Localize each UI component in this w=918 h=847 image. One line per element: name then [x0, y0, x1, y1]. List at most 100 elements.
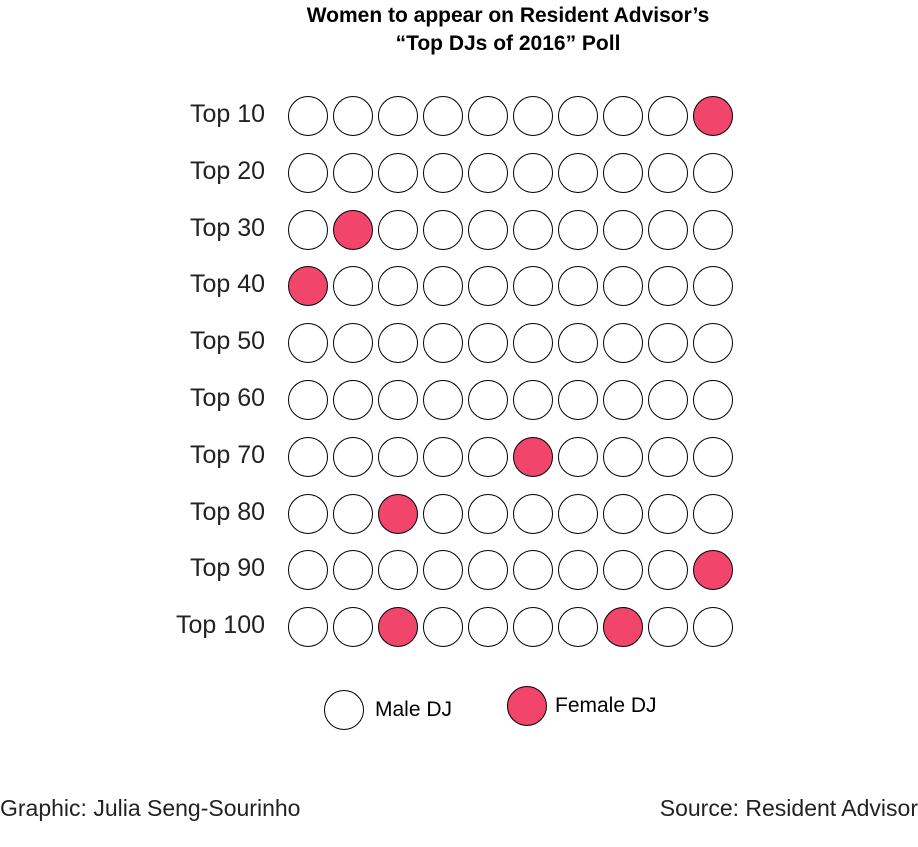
male-dj-dot — [603, 266, 643, 307]
male-dj-dot — [423, 96, 463, 136]
male-dj-dot — [288, 493, 328, 534]
row-label: Top 90 — [189, 554, 265, 583]
row-label: Top 70 — [189, 440, 265, 469]
male-dj-dot — [558, 550, 598, 591]
male-dj-dot — [288, 607, 328, 648]
row-label: Top 60 — [189, 384, 265, 412]
male-dj-dot — [378, 380, 418, 420]
male-dj-dot — [513, 209, 553, 250]
row-label: Top 50 — [189, 327, 265, 356]
male-dj-dot — [288, 380, 328, 420]
male-dj-dot — [693, 436, 733, 477]
row-label: Top 10 — [189, 100, 265, 128]
female-dj-dot — [693, 550, 733, 591]
male-dj-dot — [333, 323, 373, 364]
male-dj-dot — [468, 152, 508, 193]
male-dj-dot — [693, 323, 733, 364]
male-dj-dot — [558, 323, 598, 364]
female-dj-dot — [513, 436, 553, 477]
male-dj-dot — [558, 607, 598, 648]
male-dj-dot — [513, 550, 553, 591]
male-dj-dot — [693, 380, 733, 420]
male-dj-dot — [288, 209, 328, 250]
male-dj-dot — [468, 380, 508, 420]
male-dj-dot — [513, 607, 553, 648]
male-dj-dot — [558, 209, 598, 250]
male-dj-dot — [513, 266, 553, 307]
male-dj-dot — [378, 323, 418, 364]
male-dj-dot — [468, 550, 508, 591]
male-dj-dot — [648, 493, 688, 534]
chart-title: Women to appear on Resident Advisor’s “T… — [0, 2, 918, 58]
male-dj-dot — [603, 209, 643, 250]
male-dj-dot — [378, 436, 418, 477]
male-dj-dot — [693, 152, 733, 193]
male-dj-dot — [468, 436, 508, 477]
footer-credit: Graphic: Julia Seng-Sourinho — [0, 795, 301, 821]
male-dj-dot — [513, 380, 553, 420]
male-dj-dot — [288, 152, 328, 193]
male-dj-dot — [603, 380, 643, 420]
male-dj-dot — [648, 550, 688, 591]
chart-title-line-1: Women to appear on Resident Advisor’s — [306, 4, 710, 27]
male-dj-dot — [333, 152, 373, 193]
row-label: Top 100 — [176, 611, 265, 640]
male-dj-dot — [648, 607, 688, 648]
male-dj-dot — [558, 493, 598, 534]
male-dj-dot — [603, 493, 643, 534]
legend-male-label: Male DJ — [375, 698, 453, 721]
male-dj-dot — [333, 550, 373, 591]
male-dj-dot — [603, 436, 643, 477]
male-dj-dot — [693, 266, 733, 307]
male-dj-dot — [378, 550, 418, 591]
male-dj-dot — [648, 323, 688, 364]
male-dj-dot — [603, 323, 643, 364]
row-label: Top 20 — [189, 156, 265, 185]
male-dj-dot — [378, 152, 418, 193]
male-dj-dot — [423, 436, 463, 477]
row-label: Top 80 — [189, 497, 265, 526]
male-dj-dot — [468, 96, 508, 136]
male-dj-dot — [423, 266, 463, 307]
female-dj-dot — [288, 266, 328, 307]
male-dj-dot — [558, 380, 598, 420]
female-dj-dot — [378, 493, 418, 534]
male-dj-dot — [423, 323, 463, 364]
male-dj-dot — [603, 550, 643, 591]
male-dj-dot — [558, 266, 598, 307]
male-dj-dot — [648, 266, 688, 307]
male-dj-dot — [558, 152, 598, 193]
male-dj-dot — [423, 380, 463, 420]
male-dj-dot — [693, 493, 733, 534]
male-dj-dot — [423, 152, 463, 193]
male-dj-dot — [423, 550, 463, 591]
male-dj-dot — [333, 96, 373, 136]
male-dj-dot — [423, 607, 463, 648]
male-dj-dot — [558, 96, 598, 136]
chart-title-line-2: “Top DJs of 2016” Poll — [395, 32, 621, 55]
female-dj-dot — [603, 607, 643, 648]
male-dj-dot — [648, 380, 688, 420]
row-label: Top 40 — [189, 270, 265, 299]
male-dj-dot — [648, 96, 688, 136]
male-dj-dot — [693, 209, 733, 250]
male-dj-dot — [333, 266, 373, 307]
male-dj-dot — [378, 266, 418, 307]
male-dj-dot — [648, 209, 688, 250]
male-dj-dot — [468, 209, 508, 250]
male-dj-dot — [468, 607, 508, 648]
female-dj-dot — [693, 96, 733, 136]
male-dj-dot — [423, 493, 463, 534]
male-dj-dot — [378, 209, 418, 250]
male-dj-dot — [468, 493, 508, 534]
male-dj-dot — [468, 266, 508, 307]
male-dj-dot — [513, 96, 553, 136]
legend-male-dot — [324, 690, 364, 730]
female-dj-dot — [378, 607, 418, 648]
male-dj-dot — [513, 323, 553, 364]
male-dj-dot — [693, 607, 733, 648]
male-dj-dot — [288, 96, 328, 136]
male-dj-dot — [288, 323, 328, 364]
male-dj-dot — [603, 152, 643, 193]
legend-female-dot — [507, 686, 547, 726]
